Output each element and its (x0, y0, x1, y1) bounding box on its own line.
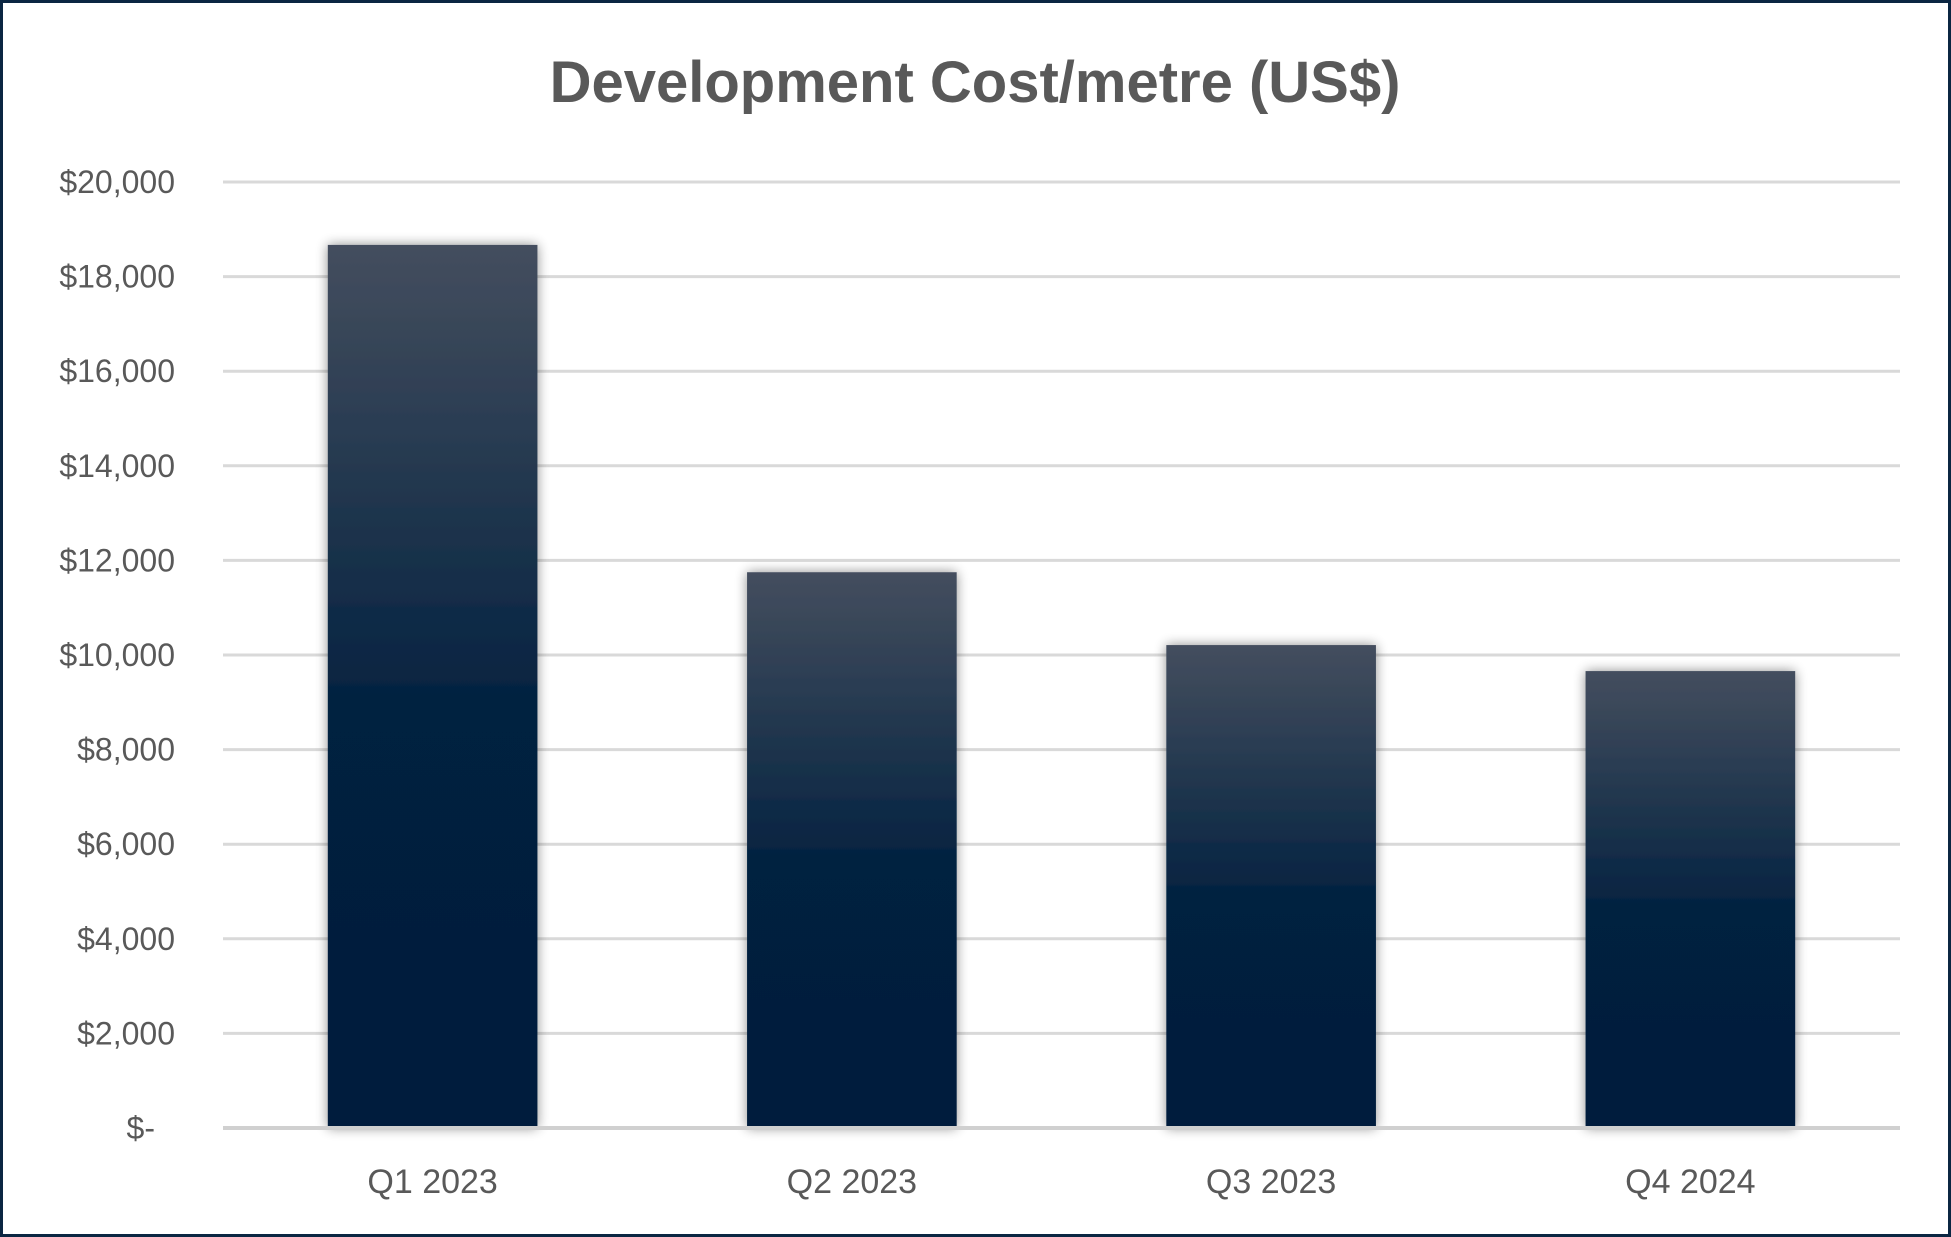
bar-q1-2023 (327, 244, 538, 1128)
y-tick-label: $10,000 (59, 637, 175, 673)
x-tick-label: Q2 2023 (787, 1163, 917, 1201)
y-tick-label: $20,000 (59, 164, 175, 200)
bar-q2-2023 (747, 572, 957, 1128)
y-axis-tick-labels: $- $2,000 $4,000 $6,000 $8,000 $10,000 $12,000… (59, 164, 175, 1146)
y-tick-label: $8,000 (77, 732, 175, 768)
bar-q3-2023 (1166, 645, 1376, 1128)
chart-title: Development Cost/metre (US$) (550, 50, 1401, 115)
y-tick-label: $- (127, 1110, 155, 1146)
y-tick-label: $16,000 (59, 353, 175, 389)
x-axis-tick-labels: Q1 2023 Q2 2023 Q3 2023 Q4 2024 (367, 1163, 1755, 1201)
x-tick-label: Q1 2023 (367, 1163, 497, 1201)
y-tick-label: $14,000 (59, 448, 175, 484)
y-tick-label: $12,000 (59, 542, 175, 578)
x-tick-label: Q3 2023 (1206, 1163, 1336, 1201)
y-tick-label: $6,000 (77, 826, 175, 862)
bar-chart: Development Cost/metre (US$) $- $2,000 $4,… (59, 50, 1900, 1201)
bars (327, 244, 1796, 1128)
y-tick-label: $4,000 (77, 921, 175, 957)
bar-q4-2024 (1585, 671, 1796, 1128)
x-tick-label: Q4 2024 (1625, 1163, 1755, 1201)
y-tick-label: $18,000 (59, 259, 175, 295)
y-tick-label: $2,000 (77, 1015, 175, 1051)
